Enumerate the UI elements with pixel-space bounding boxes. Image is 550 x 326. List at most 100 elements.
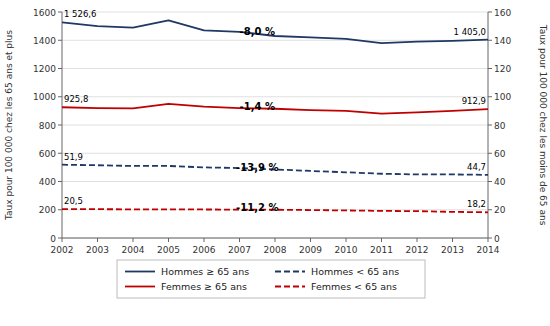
- legend-box: [117, 260, 425, 298]
- y-tick: [58, 12, 62, 13]
- y-tick-label: 1400: [33, 36, 56, 46]
- x-tick-label: 2003: [86, 245, 109, 255]
- y-tick: [58, 181, 62, 182]
- grid-line: [62, 181, 488, 182]
- y-tick-label: 1600: [33, 8, 56, 18]
- y-tick: [58, 238, 62, 239]
- annotation: -8,0 %: [240, 26, 275, 37]
- y-tick-label: 400: [39, 177, 56, 187]
- value-label: 44,7: [467, 162, 486, 172]
- axes: 2002 2003 2004 2005 2006 2007 2008 2009 2010 2011…: [33, 8, 511, 256]
- y-tick: [58, 125, 62, 126]
- annotations: -8,0 % -1,4 % -13,9 % -11,2 %: [236, 26, 278, 213]
- x-tick-label: 2005: [157, 245, 180, 255]
- y2-tick: [488, 153, 492, 154]
- legend: Hommes ≥ 65 ans Femmes ≥ 65 ans Hommes < 6…: [117, 260, 425, 298]
- x-tick-label: 2011: [370, 245, 393, 255]
- value-label: 912,9: [462, 96, 486, 106]
- value-label: 18,2: [467, 199, 486, 209]
- y2-tick: [488, 209, 492, 210]
- legend-label: Femmes ≥ 65 ans: [161, 281, 247, 292]
- x-tick: [204, 238, 205, 242]
- x-tick-label: 2009: [299, 245, 322, 255]
- value-label: 51,9: [64, 152, 83, 162]
- legend-label: Hommes < 65 ans: [311, 266, 399, 277]
- value-labels: 1 526,6 1 405,0 925,8 912,9 51,9 44,7 20,5 18,2: [64, 9, 486, 209]
- x-tick: [97, 238, 98, 242]
- series-lines: [62, 20, 488, 212]
- y-tick-label: 0: [50, 234, 56, 244]
- y2-tick: [488, 12, 492, 13]
- x-tick: [239, 238, 240, 242]
- y-tick-label: 1000: [33, 92, 56, 102]
- grid-line: [62, 12, 488, 13]
- y-tick: [58, 209, 62, 210]
- y2-tick-label: 160: [494, 8, 511, 18]
- y2-tick-label: 140: [494, 36, 511, 46]
- y-tick: [58, 153, 62, 154]
- x-tick-label: 2002: [51, 245, 74, 255]
- y-tick-label: 800: [39, 121, 56, 131]
- grid-line: [62, 96, 488, 97]
- legend-swatch: [125, 286, 155, 288]
- legend-label: Femmes < 65 ans: [311, 281, 397, 292]
- y2-tick-label: 60: [494, 149, 506, 159]
- y2-tick-label: 40: [494, 177, 506, 187]
- y2-tick: [488, 40, 492, 41]
- x-tick: [168, 238, 169, 242]
- y2-tick-label: 20: [494, 205, 506, 215]
- grid-line: [62, 40, 488, 41]
- value-label: 925,8: [64, 94, 88, 104]
- y-tick-label: 200: [39, 205, 56, 215]
- series-line: [62, 104, 488, 114]
- y-axis-label: Taux pour 100 000 chez les 65 ans et plu…: [4, 30, 14, 221]
- y2-tick: [488, 96, 492, 97]
- x-tick: [310, 238, 311, 242]
- y2-tick: [488, 68, 492, 69]
- value-label: 20,5: [64, 196, 83, 206]
- y-tick: [58, 40, 62, 41]
- grid-line: [62, 68, 488, 69]
- legend-swatch: [275, 271, 305, 273]
- x-tick-label: 2006: [193, 245, 216, 255]
- y2-tick-label: 80: [494, 121, 506, 131]
- y-tick-label: 1200: [33, 64, 56, 74]
- legend-swatch: [125, 271, 155, 273]
- x-tick-label: 2004: [122, 245, 145, 255]
- chart: 2002 2003 2004 2005 2006 2007 2008 2009 2010 2011…: [0, 0, 550, 326]
- x-tick-label: 2012: [406, 245, 429, 255]
- x-tick: [488, 238, 489, 242]
- x-tick: [133, 238, 134, 242]
- x-tick: [452, 238, 453, 242]
- x-tick: [417, 238, 418, 242]
- grid: [62, 12, 488, 238]
- y2-tick-label: 100: [494, 92, 511, 102]
- x-tick-label: 2013: [441, 245, 464, 255]
- x-tick: [346, 238, 347, 242]
- legend-swatch: [275, 286, 305, 288]
- y2-tick-label: 120: [494, 64, 511, 74]
- x-tick-label: 2008: [264, 245, 287, 255]
- y-tick: [58, 96, 62, 97]
- y-tick-label: 600: [39, 149, 56, 159]
- grid-line: [62, 153, 488, 154]
- annotation: -1,4 %: [240, 101, 275, 112]
- y2-tick: [488, 125, 492, 126]
- x-tick-label: 2010: [335, 245, 358, 255]
- x-tick-label: 2007: [228, 245, 251, 255]
- series-line: [62, 20, 488, 43]
- x-tick-label: 2014: [477, 245, 500, 255]
- x-tick: [381, 238, 382, 242]
- y2-tick-label: 0: [494, 234, 500, 244]
- y2-tick: [488, 181, 492, 182]
- value-label: 1 405,0: [454, 27, 486, 37]
- annotation: -13,9 %: [236, 162, 278, 173]
- value-label: 1 526,6: [64, 9, 96, 19]
- legend-label: Hommes ≥ 65 ans: [161, 266, 249, 277]
- annotation: -11,2 %: [236, 202, 278, 213]
- y2-tick: [488, 238, 492, 239]
- x-tick: [275, 238, 276, 242]
- grid-line: [62, 125, 488, 126]
- y2-axis-label: Taux pour 100 000 chez les moins de 65 a…: [538, 24, 548, 226]
- y-tick: [58, 68, 62, 69]
